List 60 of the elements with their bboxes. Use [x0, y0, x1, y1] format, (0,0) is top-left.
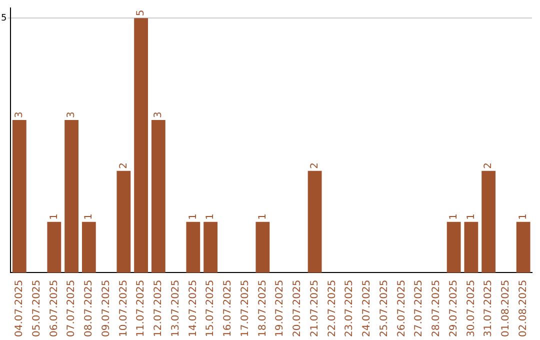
x-tick-label: 05.07.2025	[31, 280, 42, 338]
data-label: 1	[84, 213, 95, 220]
data-label: 1	[466, 213, 477, 220]
bar	[464, 222, 478, 273]
x-tick-label: 01.08.2025	[500, 280, 512, 338]
x-tick-label: 29.07.2025	[448, 280, 460, 338]
x-tick-label: 08.07.2025	[84, 280, 95, 338]
x-tick-label: 19.07.2025	[274, 280, 286, 338]
x-tick-label: 20.07.2025	[292, 280, 304, 338]
x-tick-label: 18.07.2025	[257, 280, 268, 338]
data-label: 3	[14, 112, 26, 118]
data-label: 1	[48, 213, 60, 220]
bar	[82, 222, 96, 273]
x-tick-label: 21.07.2025	[309, 280, 320, 338]
bar	[186, 222, 200, 273]
data-label: 3	[66, 112, 78, 118]
x-tick-label: 12.07.2025	[153, 280, 164, 338]
x-tick-label: 02.08.2025	[518, 280, 529, 338]
x-tick-label: 26.07.2025	[396, 280, 408, 338]
x-tick-label: 15.07.2025	[205, 280, 216, 338]
bar	[116, 170, 131, 273]
data-label: 2	[309, 162, 320, 169]
x-tick-label: 06.07.2025	[48, 280, 60, 338]
bar	[482, 170, 496, 273]
x-tick-label: 22.07.2025	[326, 280, 338, 338]
data-label: 1	[518, 213, 529, 220]
data-label: 1	[257, 213, 268, 220]
data-label: 2	[118, 162, 130, 169]
bar	[151, 120, 166, 273]
x-tick-label: 13.07.2025	[170, 280, 182, 338]
bar	[446, 222, 461, 273]
x-tick-label: 27.07.2025	[414, 280, 425, 338]
bar	[256, 222, 270, 273]
data-label: 1	[448, 213, 460, 220]
data-label: 3	[153, 112, 164, 118]
bar	[134, 18, 148, 273]
x-tick-label: 23.07.2025	[344, 280, 356, 338]
x-tick-label: 10.07.2025	[118, 280, 130, 338]
bar	[12, 120, 26, 273]
data-label: 1	[205, 213, 216, 220]
x-tick-label: 17.07.2025	[240, 280, 251, 338]
x-tick-label: 04.07.2025	[14, 280, 26, 338]
bar	[204, 222, 218, 273]
x-tick-label: 09.07.2025	[100, 280, 112, 338]
x-tick-label: 14.07.2025	[188, 280, 199, 338]
x-tick-label: 24.07.2025	[362, 280, 373, 338]
data-label: 1	[188, 213, 199, 220]
bar	[64, 120, 78, 273]
bar	[516, 222, 530, 273]
x-tick-label: 30.07.2025	[466, 280, 477, 338]
x-tick-label: 31.07.2025	[483, 280, 494, 338]
x-tick-label: 07.07.2025	[66, 280, 78, 338]
x-tick-label: 11.07.2025	[136, 280, 147, 338]
bar	[47, 222, 62, 273]
bar	[308, 170, 322, 273]
x-tick-label: 16.07.2025	[222, 280, 234, 338]
data-label: 2	[483, 162, 494, 169]
x-tick-label: 25.07.2025	[378, 280, 390, 338]
data-label: 5	[136, 10, 147, 16]
x-tick-label: 28.07.2025	[431, 280, 442, 338]
